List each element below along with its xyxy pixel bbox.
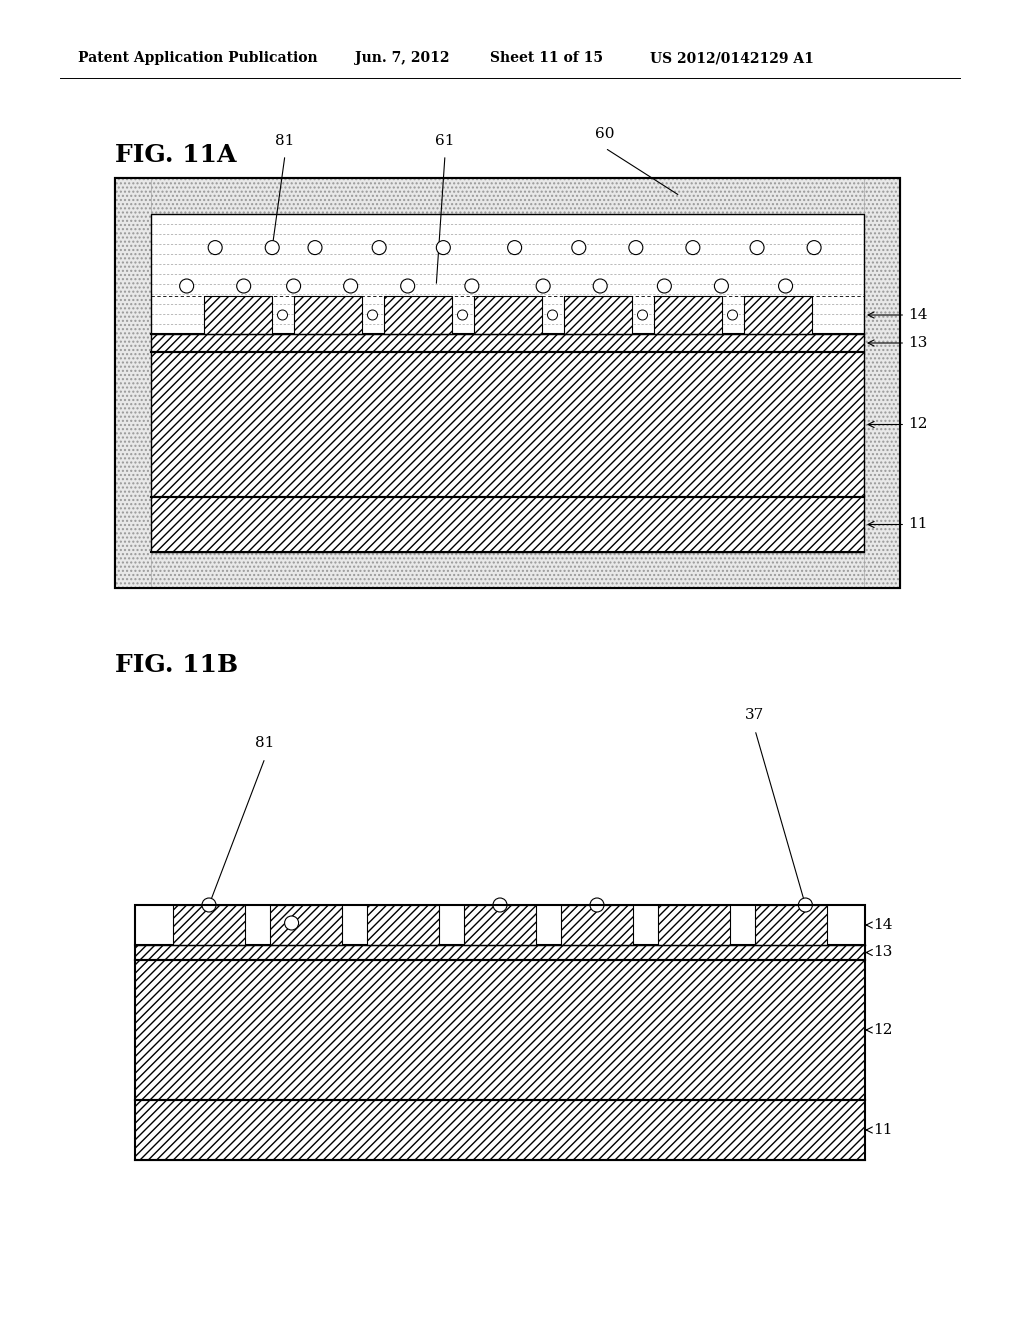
Circle shape bbox=[590, 898, 604, 912]
Bar bbox=[115, 178, 151, 587]
Text: 14: 14 bbox=[868, 308, 928, 322]
Bar bbox=[115, 178, 900, 214]
Bar bbox=[151, 214, 864, 334]
Bar bbox=[135, 945, 865, 960]
Circle shape bbox=[237, 279, 251, 293]
Bar bbox=[864, 178, 900, 587]
Circle shape bbox=[368, 310, 378, 319]
Circle shape bbox=[308, 240, 322, 255]
Bar bbox=[115, 552, 900, 587]
Bar bbox=[473, 296, 542, 334]
Text: 13: 13 bbox=[868, 337, 928, 350]
Circle shape bbox=[265, 240, 280, 255]
Text: 11: 11 bbox=[868, 517, 928, 532]
Circle shape bbox=[715, 279, 728, 293]
Bar bbox=[151, 352, 864, 498]
Text: Patent Application Publication: Patent Application Publication bbox=[78, 51, 317, 65]
Circle shape bbox=[638, 310, 647, 319]
Bar bbox=[755, 906, 827, 945]
Circle shape bbox=[493, 898, 507, 912]
Circle shape bbox=[807, 240, 821, 255]
Bar bbox=[294, 296, 361, 334]
Circle shape bbox=[508, 240, 521, 255]
Bar bbox=[115, 178, 900, 587]
Circle shape bbox=[458, 310, 468, 319]
Text: 81: 81 bbox=[255, 737, 274, 750]
Bar bbox=[151, 214, 864, 552]
Bar bbox=[135, 1100, 865, 1160]
Text: 11: 11 bbox=[866, 1123, 893, 1137]
Circle shape bbox=[799, 898, 812, 912]
Circle shape bbox=[400, 279, 415, 293]
Circle shape bbox=[778, 279, 793, 293]
Bar bbox=[743, 296, 811, 334]
Text: US 2012/0142129 A1: US 2012/0142129 A1 bbox=[650, 51, 814, 65]
Text: FIG. 11A: FIG. 11A bbox=[115, 143, 237, 168]
Circle shape bbox=[727, 310, 737, 319]
Bar bbox=[464, 906, 536, 945]
Bar bbox=[151, 334, 864, 352]
Bar bbox=[173, 906, 245, 945]
Bar bbox=[204, 296, 271, 334]
Circle shape bbox=[548, 310, 557, 319]
Circle shape bbox=[686, 240, 699, 255]
Bar bbox=[135, 906, 865, 1160]
Circle shape bbox=[537, 279, 550, 293]
Circle shape bbox=[344, 279, 357, 293]
Bar bbox=[658, 906, 730, 945]
Bar bbox=[151, 498, 864, 552]
Text: Sheet 11 of 15: Sheet 11 of 15 bbox=[490, 51, 603, 65]
Circle shape bbox=[657, 279, 672, 293]
Text: 61: 61 bbox=[435, 135, 455, 148]
Bar bbox=[563, 296, 632, 334]
Text: 14: 14 bbox=[866, 917, 893, 932]
Text: FIG. 11B: FIG. 11B bbox=[115, 653, 239, 677]
Circle shape bbox=[436, 240, 451, 255]
Text: 37: 37 bbox=[745, 708, 765, 722]
Circle shape bbox=[285, 916, 299, 931]
Bar bbox=[270, 906, 342, 945]
Text: 12: 12 bbox=[866, 1023, 893, 1038]
Circle shape bbox=[179, 279, 194, 293]
Text: 12: 12 bbox=[868, 417, 928, 432]
Bar bbox=[561, 906, 633, 945]
Circle shape bbox=[208, 240, 222, 255]
Bar bbox=[367, 906, 439, 945]
Text: Jun. 7, 2012: Jun. 7, 2012 bbox=[355, 51, 450, 65]
Circle shape bbox=[202, 898, 216, 912]
Circle shape bbox=[278, 310, 288, 319]
Circle shape bbox=[287, 279, 301, 293]
Circle shape bbox=[750, 240, 764, 255]
Circle shape bbox=[629, 240, 643, 255]
Bar bbox=[135, 960, 865, 1100]
Circle shape bbox=[465, 279, 479, 293]
Text: 60: 60 bbox=[595, 127, 614, 141]
Bar bbox=[115, 178, 900, 587]
Bar bbox=[653, 296, 722, 334]
Circle shape bbox=[593, 279, 607, 293]
Circle shape bbox=[571, 240, 586, 255]
Circle shape bbox=[372, 240, 386, 255]
Bar bbox=[384, 296, 452, 334]
Text: 81: 81 bbox=[275, 135, 295, 148]
Text: 13: 13 bbox=[866, 945, 892, 960]
